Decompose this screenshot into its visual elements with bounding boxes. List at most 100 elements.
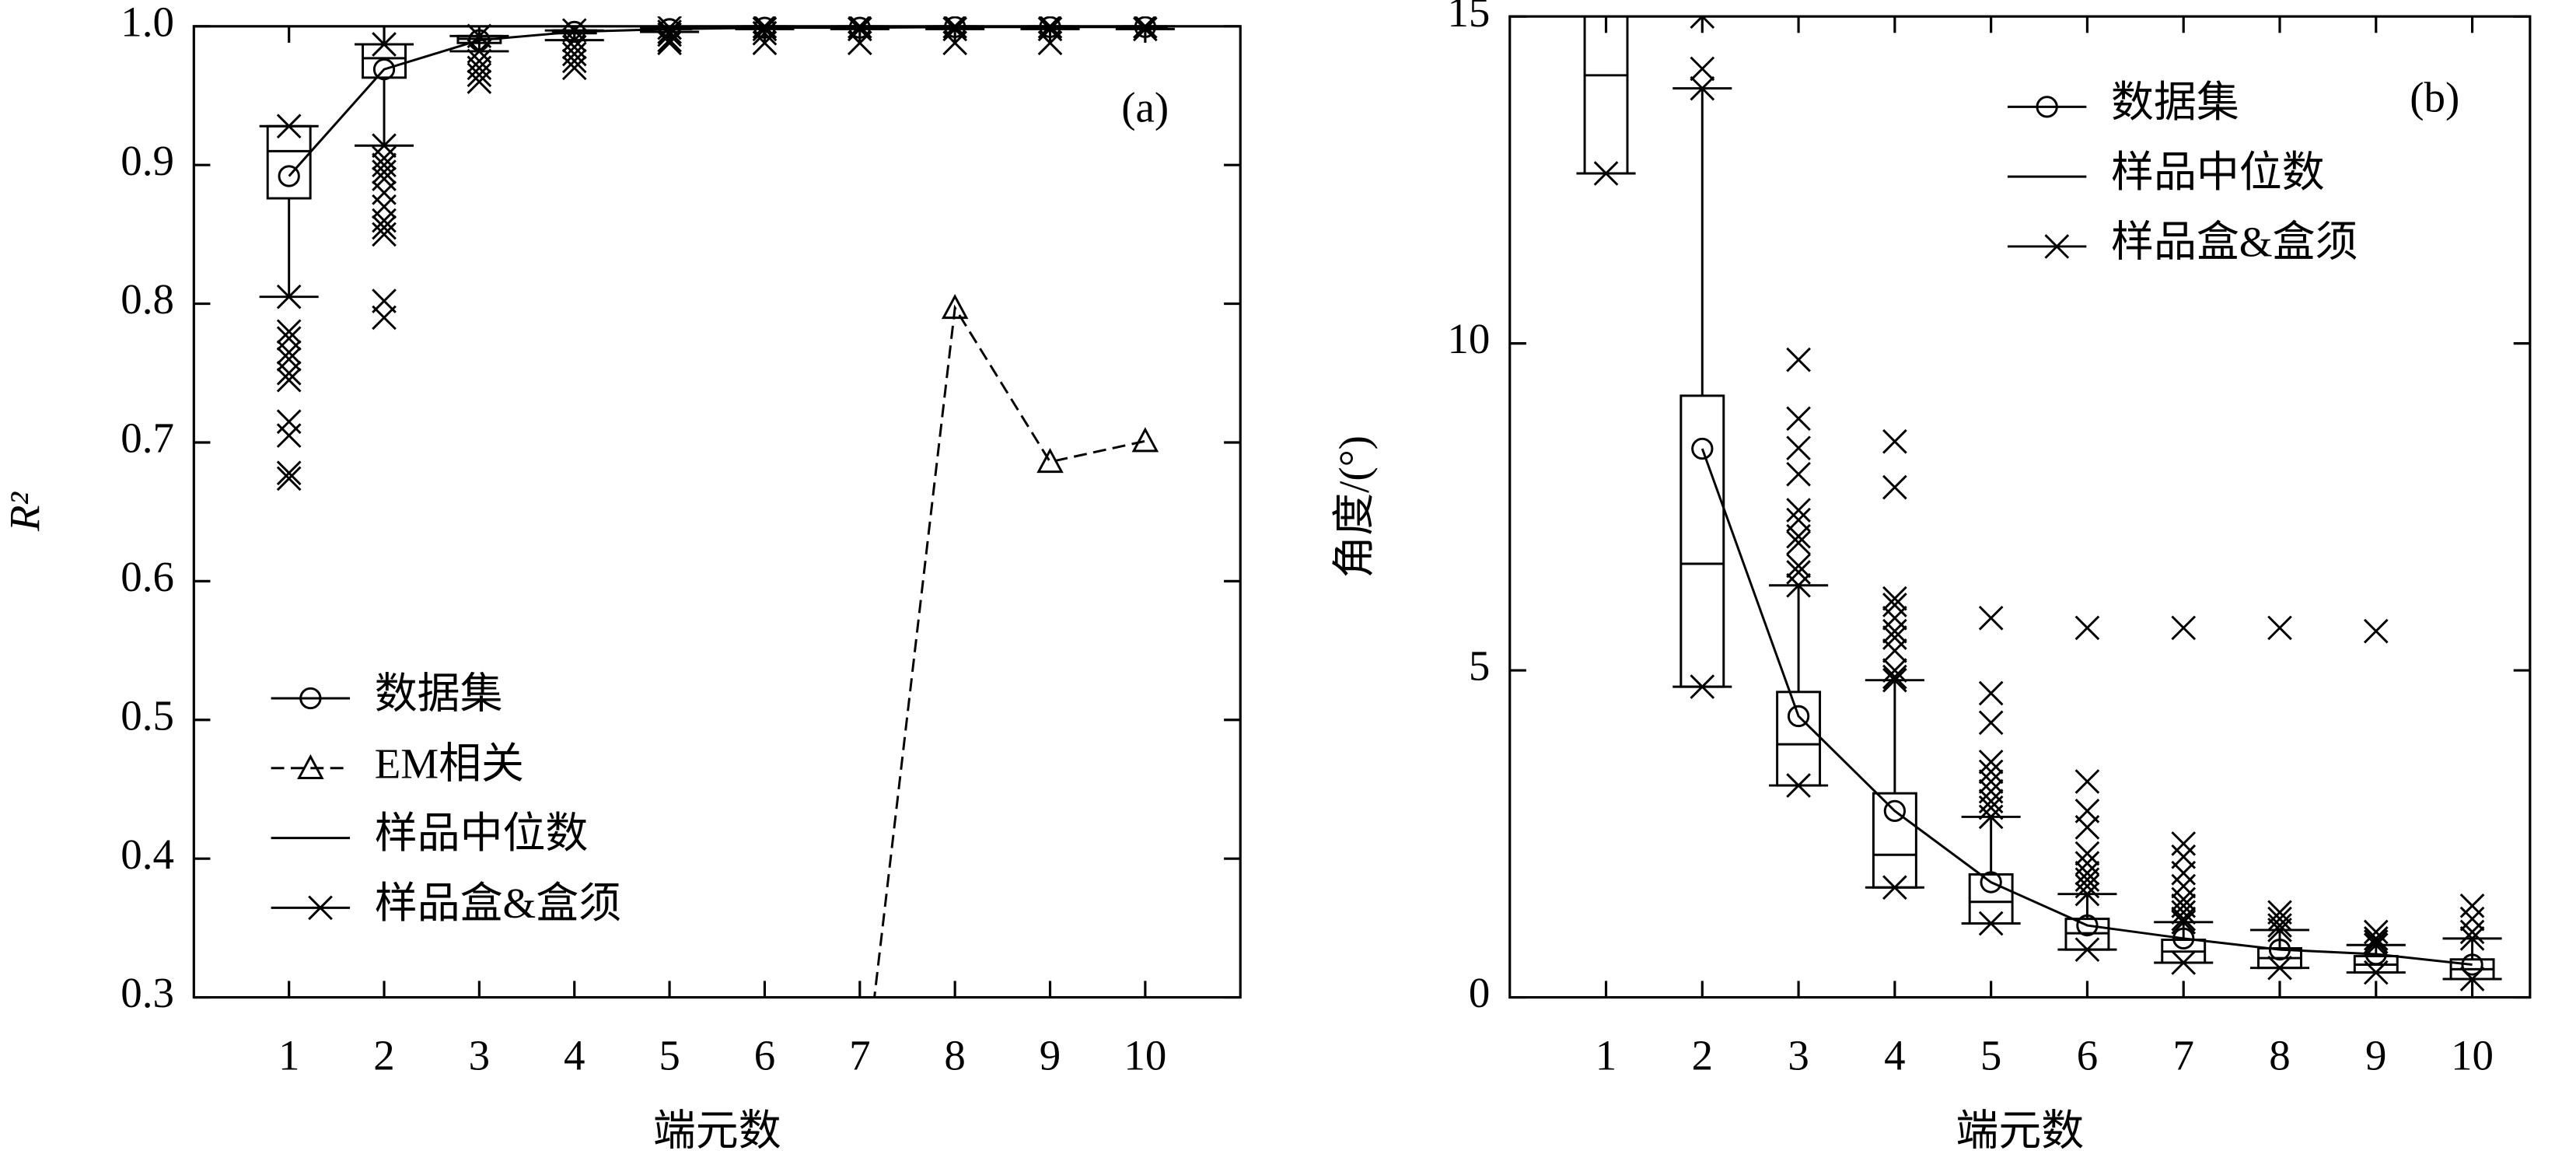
x-marker bbox=[1882, 664, 1907, 690]
x-tick-label: 3 bbox=[469, 1031, 490, 1079]
legend-label: EM相关 bbox=[375, 740, 524, 787]
x-tick-label: 9 bbox=[1040, 1031, 1061, 1079]
x-marker bbox=[2074, 937, 2100, 962]
x-marker bbox=[372, 159, 397, 184]
x-marker bbox=[561, 48, 587, 74]
x-tick-label: 1 bbox=[1596, 1031, 1617, 1079]
triangle-marker bbox=[297, 754, 324, 779]
x-marker bbox=[1978, 710, 2004, 736]
y-axis-label: R² bbox=[2, 491, 49, 533]
x-marker bbox=[372, 305, 397, 330]
circle-marker bbox=[944, 16, 966, 38]
x-marker bbox=[1978, 759, 2004, 785]
box bbox=[362, 43, 407, 79]
x-marker bbox=[2074, 815, 2100, 840]
x-marker bbox=[1690, 75, 1715, 101]
legend-label: 样品盒&盒须 bbox=[2111, 219, 2358, 266]
x-marker bbox=[1786, 560, 1811, 585]
x-marker bbox=[2044, 234, 2070, 259]
circle-marker bbox=[1134, 16, 1157, 38]
x-marker bbox=[657, 22, 682, 47]
panel: 0 5 10 15 1 2 3 4 5 6 7 8 9 10 端元数 角度/(°) (b) 数据集样品中位数样品盒… bbox=[1330, 0, 2532, 1155]
y-tick-label: 0.6 bbox=[121, 553, 174, 600]
x-tick-label: 8 bbox=[2269, 1031, 2290, 1079]
x-marker bbox=[2363, 960, 2389, 985]
x-marker bbox=[276, 284, 302, 309]
x-axis-label: 端元数 bbox=[653, 1107, 781, 1155]
x-marker bbox=[2074, 873, 2100, 899]
x-tick-label: 10 bbox=[1124, 1031, 1166, 1079]
x-marker bbox=[2171, 893, 2197, 918]
legend-label: 数据集 bbox=[375, 670, 503, 718]
x-marker bbox=[276, 460, 302, 486]
marks bbox=[1576, 16, 2502, 991]
box bbox=[266, 124, 312, 200]
x-marker bbox=[1037, 30, 1063, 56]
x-marker bbox=[561, 55, 587, 81]
x-marker bbox=[2363, 618, 2389, 644]
circle-marker bbox=[1691, 437, 1714, 460]
x-tick-label: 1 bbox=[278, 1031, 299, 1079]
x-marker bbox=[276, 340, 302, 365]
x-marker bbox=[1786, 773, 1811, 798]
x-marker bbox=[2267, 906, 2292, 932]
x-tick-label: 4 bbox=[1884, 1031, 1905, 1079]
x-tick-label: 6 bbox=[754, 1031, 775, 1079]
x-marker bbox=[372, 215, 397, 240]
x-tick-label: 4 bbox=[564, 1031, 585, 1079]
x-marker bbox=[2267, 955, 2292, 981]
x-marker bbox=[1786, 523, 1811, 549]
x-marker bbox=[2459, 919, 2485, 945]
x-marker bbox=[2459, 893, 2485, 918]
plot-frame bbox=[1508, 15, 2532, 999]
x-marker bbox=[276, 114, 302, 139]
series-line bbox=[288, 26, 1145, 177]
legend-label: 样品中位数 bbox=[375, 810, 589, 857]
y-tick-label: 0.5 bbox=[121, 691, 174, 739]
x-tick-label: 7 bbox=[2172, 1031, 2193, 1079]
x-marker bbox=[2171, 900, 2197, 925]
y-tick-label: 1.0 bbox=[121, 0, 174, 45]
triangle-marker bbox=[848, 1110, 872, 1131]
x-marker bbox=[1882, 474, 1907, 500]
x-marker bbox=[2171, 615, 2197, 641]
x-marker bbox=[276, 360, 302, 386]
legend-label: 样品盒&盒须 bbox=[375, 879, 621, 927]
x-tick-label: 5 bbox=[1980, 1031, 2001, 1079]
x-tick-label: 10 bbox=[2451, 1031, 2494, 1079]
circle-marker bbox=[278, 165, 300, 187]
x-marker bbox=[1786, 461, 1811, 487]
circle-marker bbox=[299, 687, 322, 710]
x-tick-label: 7 bbox=[849, 1031, 870, 1079]
x-marker bbox=[372, 194, 397, 219]
legend-label: 样品中位数 bbox=[2111, 149, 2325, 196]
panel-label: (b) bbox=[2410, 74, 2459, 121]
box bbox=[1872, 792, 1917, 889]
circle-marker bbox=[753, 16, 776, 39]
x-marker bbox=[942, 30, 967, 56]
x-marker bbox=[752, 20, 778, 46]
circle-marker bbox=[2172, 927, 2195, 950]
x-tick-label: 5 bbox=[659, 1031, 680, 1079]
x-marker bbox=[1882, 605, 1907, 631]
y-tick-label: 0.3 bbox=[121, 969, 174, 1016]
y-tick-label: 0 bbox=[1469, 969, 1490, 1016]
marks bbox=[259, 16, 1175, 1131]
x-marker bbox=[308, 895, 333, 921]
series-line bbox=[1700, 448, 2473, 966]
x-marker bbox=[1786, 406, 1811, 432]
x-tick-label: 3 bbox=[1788, 1031, 1809, 1079]
x-marker bbox=[1882, 593, 1907, 617]
circle-marker bbox=[1039, 16, 1061, 38]
circle-marker bbox=[2461, 953, 2483, 976]
triangle-marker bbox=[941, 294, 969, 320]
x-marker bbox=[2171, 906, 2197, 932]
y-tick-label: 5 bbox=[1469, 642, 1490, 690]
x-marker bbox=[276, 423, 302, 448]
circle-marker bbox=[2036, 96, 2058, 118]
x-marker bbox=[1786, 530, 1811, 555]
x-marker bbox=[1882, 658, 1907, 683]
x-marker bbox=[2267, 615, 2292, 641]
